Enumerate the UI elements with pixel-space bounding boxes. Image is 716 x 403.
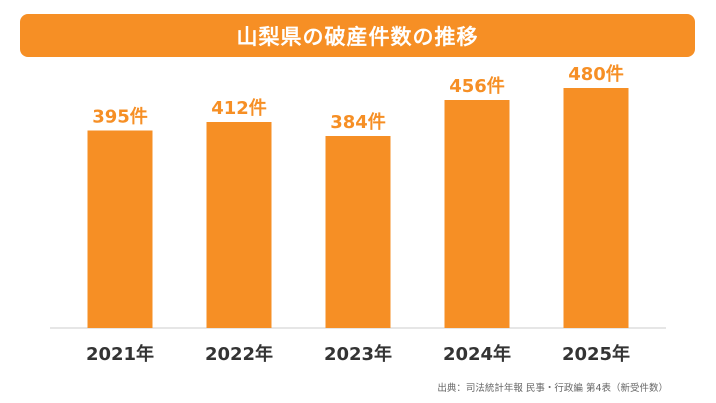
bar-2024年 xyxy=(444,100,510,328)
value-label: 480件 xyxy=(568,63,624,85)
category-label: 2022年 xyxy=(205,343,273,365)
category-label: 2024年 xyxy=(443,343,511,365)
category-label: 2021年 xyxy=(86,343,154,365)
bar-2022年 xyxy=(206,122,272,328)
bar-group xyxy=(87,88,629,328)
value-label: 456件 xyxy=(449,75,505,97)
category-label: 2025年 xyxy=(562,343,630,365)
bar-2021年 xyxy=(87,130,153,328)
category-label-group: 2021年 2022年 2023年 2024年 2025年 xyxy=(86,343,630,365)
value-label: 384件 xyxy=(330,111,386,133)
bar-2025年 xyxy=(563,88,629,328)
value-label-group: 395件 412件 384件 456件 480件 xyxy=(92,63,624,133)
chart-title-bar: 山梨県の破産件数の推移 xyxy=(20,14,695,57)
source-note: 出典：司法統計年報 民事・行政編 第4表（新受件数） xyxy=(437,383,668,394)
chart-title: 山梨県の破産件数の推移 xyxy=(236,24,479,49)
category-label: 2023年 xyxy=(324,343,392,365)
bar-2023年 xyxy=(325,136,391,328)
value-label: 395件 xyxy=(92,106,148,128)
value-label: 412件 xyxy=(211,97,267,119)
